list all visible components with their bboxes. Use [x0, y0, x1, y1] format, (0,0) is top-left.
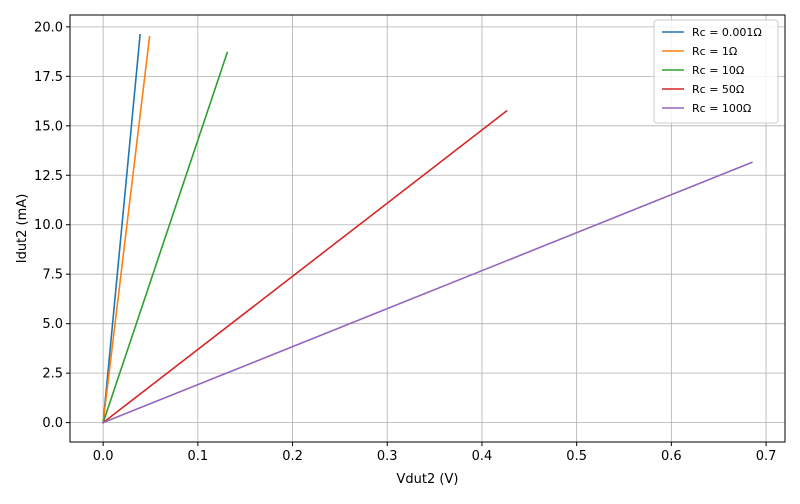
series-line-3 — [102, 109, 508, 424]
y-tick-label: 0.0 — [42, 416, 63, 431]
y-tick-label: 12.5 — [34, 169, 63, 184]
y-tick-label: 20.0 — [34, 20, 63, 35]
x-tick-label: 0.6 — [661, 449, 682, 464]
y-tick-label: 2.5 — [42, 367, 63, 382]
x-tick-label: 0.4 — [472, 449, 493, 464]
legend: Rc = 0.001Ω Rc = 1Ω Rc = 10Ω Rc = 50Ω Rc = 1… — [653, 19, 779, 124]
series-line-0 — [102, 33, 141, 424]
y-tick-label: 15.0 — [34, 119, 63, 134]
y-tick-label: 10.0 — [34, 218, 63, 233]
x-tick-label: 0.3 — [377, 449, 398, 464]
series-lines — [102, 33, 753, 424]
legend-label: Rc = 50Ω — [692, 83, 744, 96]
plot-frame — [69, 14, 786, 443]
legend-box — [653, 19, 779, 124]
x-tick-label: 0.2 — [282, 449, 303, 464]
series-line-4 — [102, 161, 753, 424]
y-tick-label: 5.0 — [42, 317, 63, 332]
legend-label: Rc = 0.001Ω — [692, 26, 762, 39]
x-tick-label: 0.5 — [566, 449, 587, 464]
x-tick-label: 0.7 — [756, 449, 777, 464]
y-tick-label: 17.5 — [34, 70, 63, 85]
legend-label: Rc = 100Ω — [692, 102, 751, 115]
legend-label: Rc = 1Ω — [692, 45, 737, 58]
x-tick-label: 0.0 — [93, 449, 114, 464]
series-line-1 — [102, 35, 151, 424]
x-tick-label: 0.1 — [188, 449, 209, 464]
axis-ticks: 0.0 0.1 0.2 0.3 0.4 0.5 0.6 0.7 0.0 2.5 5.0 7.5 10.0… — [34, 20, 776, 464]
x-axis-label: Vdut2 (V) — [397, 472, 459, 487]
y-tick-label: 7.5 — [42, 268, 63, 283]
legend-label: Rc = 10Ω — [692, 64, 744, 77]
series-line-2 — [102, 51, 229, 424]
y-axis-label: Idut2 (mA) — [15, 194, 30, 264]
